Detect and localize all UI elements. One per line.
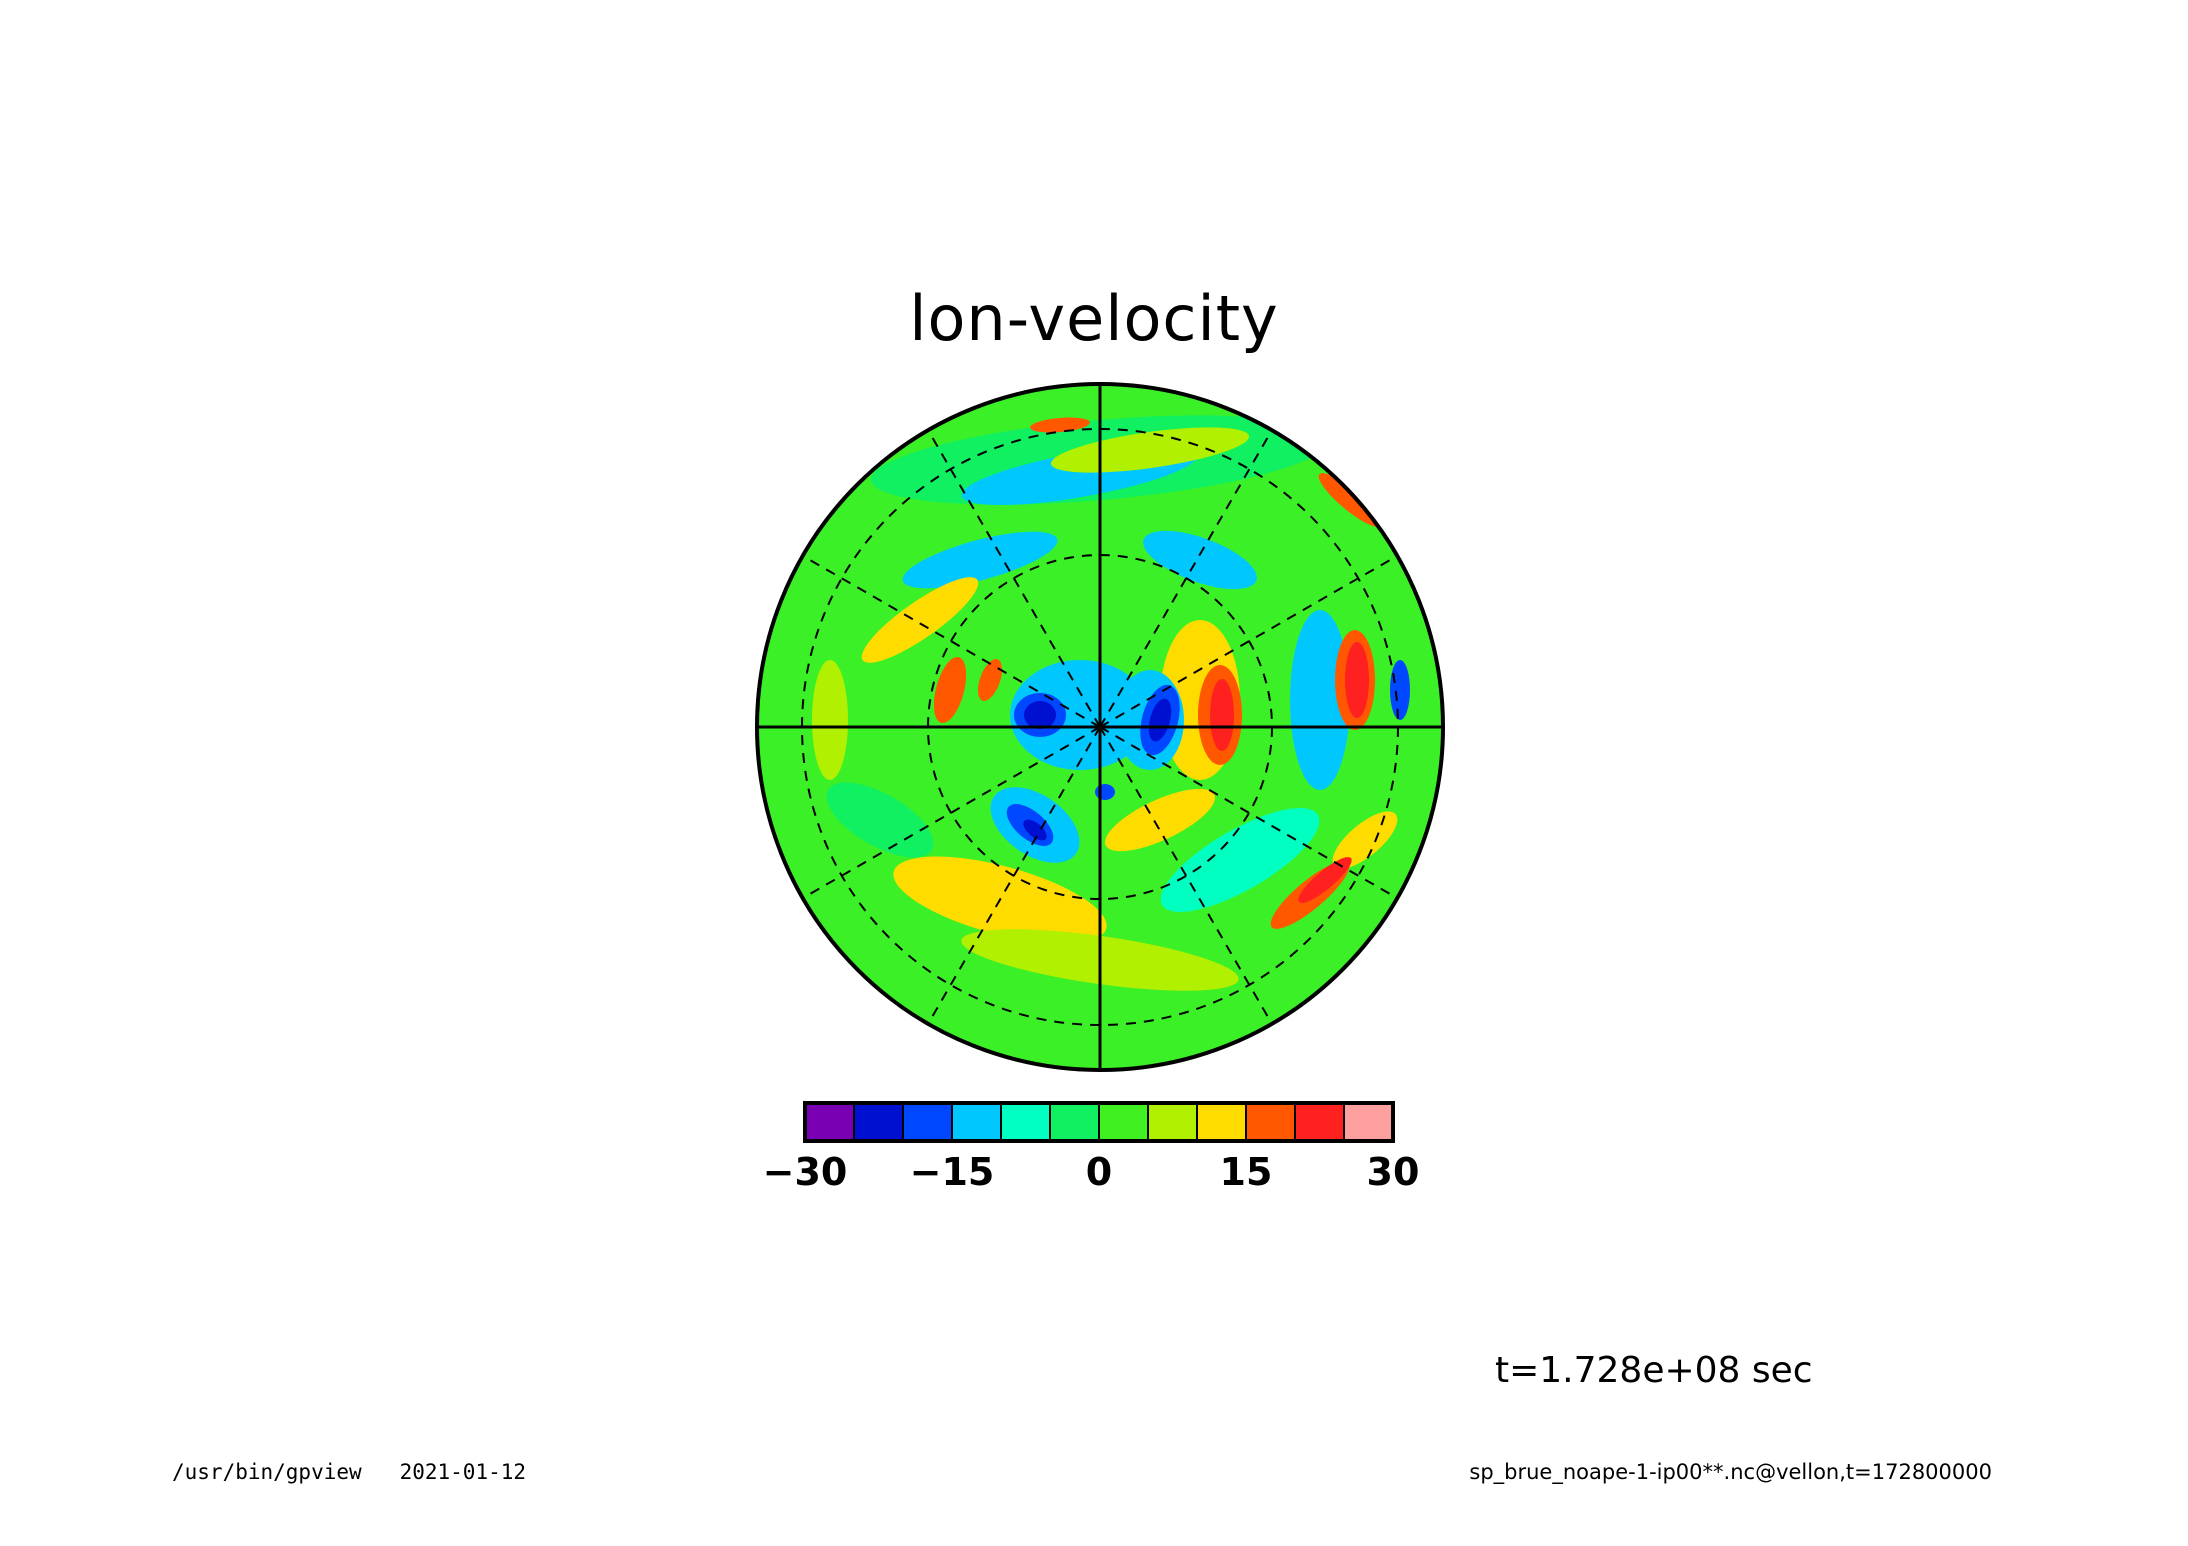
footer-program: /usr/bin/gpview 2021-01-12 <box>172 1460 526 1484</box>
colorbar-frame <box>803 1101 1395 1143</box>
colorbar-swatch <box>951 1102 1002 1142</box>
colorbar-tick-label: 15 <box>1219 1150 1273 1194</box>
colorbar-swatch <box>804 1102 855 1142</box>
program-path: /usr/bin/gpview <box>172 1460 362 1484</box>
colorbar-tick-label: −15 <box>909 1150 995 1194</box>
colorbar-tick-label: 0 <box>1085 1150 1113 1194</box>
colorbar-swatch <box>1049 1102 1100 1142</box>
colorbar-swatch <box>1245 1102 1296 1142</box>
colorbar-tick-label: −30 <box>762 1150 848 1194</box>
colorbar-swatch <box>853 1102 904 1142</box>
colorbar-swatch <box>1147 1102 1198 1142</box>
colorbar-swatch <box>902 1102 953 1142</box>
colorbar <box>803 1101 1395 1143</box>
colorbar-swatch <box>1000 1102 1051 1142</box>
colorbar-swatch <box>1343 1102 1394 1142</box>
colorbar-tick-label: 30 <box>1366 1150 1420 1194</box>
colorbar-swatch <box>1098 1102 1149 1142</box>
axes-cross <box>757 384 1443 1070</box>
run-date: 2021-01-12 <box>399 1460 527 1484</box>
time-label: t=1.728e+08 sec <box>1495 1350 1813 1391</box>
footer-source: sp_brue_noape-1-ip00**.nc@vellon,t=17280… <box>1469 1460 1992 1484</box>
colorbar-swatch <box>1294 1102 1345 1142</box>
colorbar-swatch <box>1196 1102 1247 1142</box>
plot-title: lon-velocity <box>909 282 1279 355</box>
map-boundary <box>755 382 1445 1072</box>
